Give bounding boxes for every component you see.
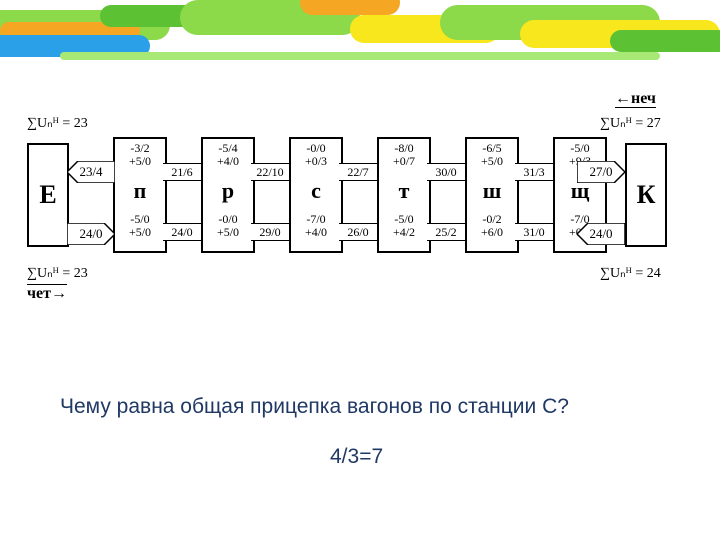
link-top-0: 21/6 [163,163,201,181]
svg-text:27/0: 27/0 [589,164,612,179]
link-bot-3: 25/2 [427,223,465,241]
svg-text:24/0: 24/0 [79,226,102,241]
link-bot-1: 29/0 [251,223,289,241]
link-bot-0: 24/0 [163,223,201,241]
link-bot-4: 31/0 [515,223,553,241]
station-т: -8/0+0/7т-5/0+4/2 [377,137,431,253]
station-E: Е [27,143,69,247]
station-с: -0/0+0/3с-7/0+4/0 [289,137,343,253]
station-ш: -6/5+5/0ш-0/2+6/0 [465,137,519,253]
arrow-bot-left: 24/0 [67,223,115,245]
link-top-4: 31/3 [515,163,553,181]
sigma-bottom-right: ∑Uₙᴴ = 24 [600,265,661,282]
question-text: Чему равна общая прицепка вагонов по ста… [60,395,569,419]
station-р: -5/4+4/0р-0/0+5/0 [201,137,255,253]
sigma-bottom-left: ∑Uₙᴴ = 23 [27,265,88,282]
link-bot-2: 26/0 [339,223,377,241]
arrow-top-left: 23/4 [67,161,115,183]
railway-diagram: ∑Uₙᴴ = 23 ∑Uₙᴴ = 27 ∑Uₙᴴ = 23 ∑Uₙᴴ = 24 ←неч… [25,75,665,295]
link-top-1: 22/10 [251,163,289,181]
svg-text:23/4: 23/4 [79,164,103,179]
sigma-top-right: ∑Uₙᴴ = 27 [600,115,661,132]
arrow-top-right: 27/0 [577,161,625,183]
direction-chet: чет→ [27,285,67,303]
decorative-background [0,0,720,80]
station-K: К [625,143,667,247]
link-top-3: 30/0 [427,163,465,181]
svg-text:24/0: 24/0 [589,226,612,241]
answer-text: 4/3=7 [330,445,383,469]
arrow-bot-right: 24/0 [577,223,625,245]
direction-nech: ←неч [615,90,656,108]
station-п: -3/2+5/0п-5/0+5/0 [113,137,167,253]
sigma-top-left: ∑Uₙᴴ = 23 [27,115,88,132]
link-top-2: 22/7 [339,163,377,181]
